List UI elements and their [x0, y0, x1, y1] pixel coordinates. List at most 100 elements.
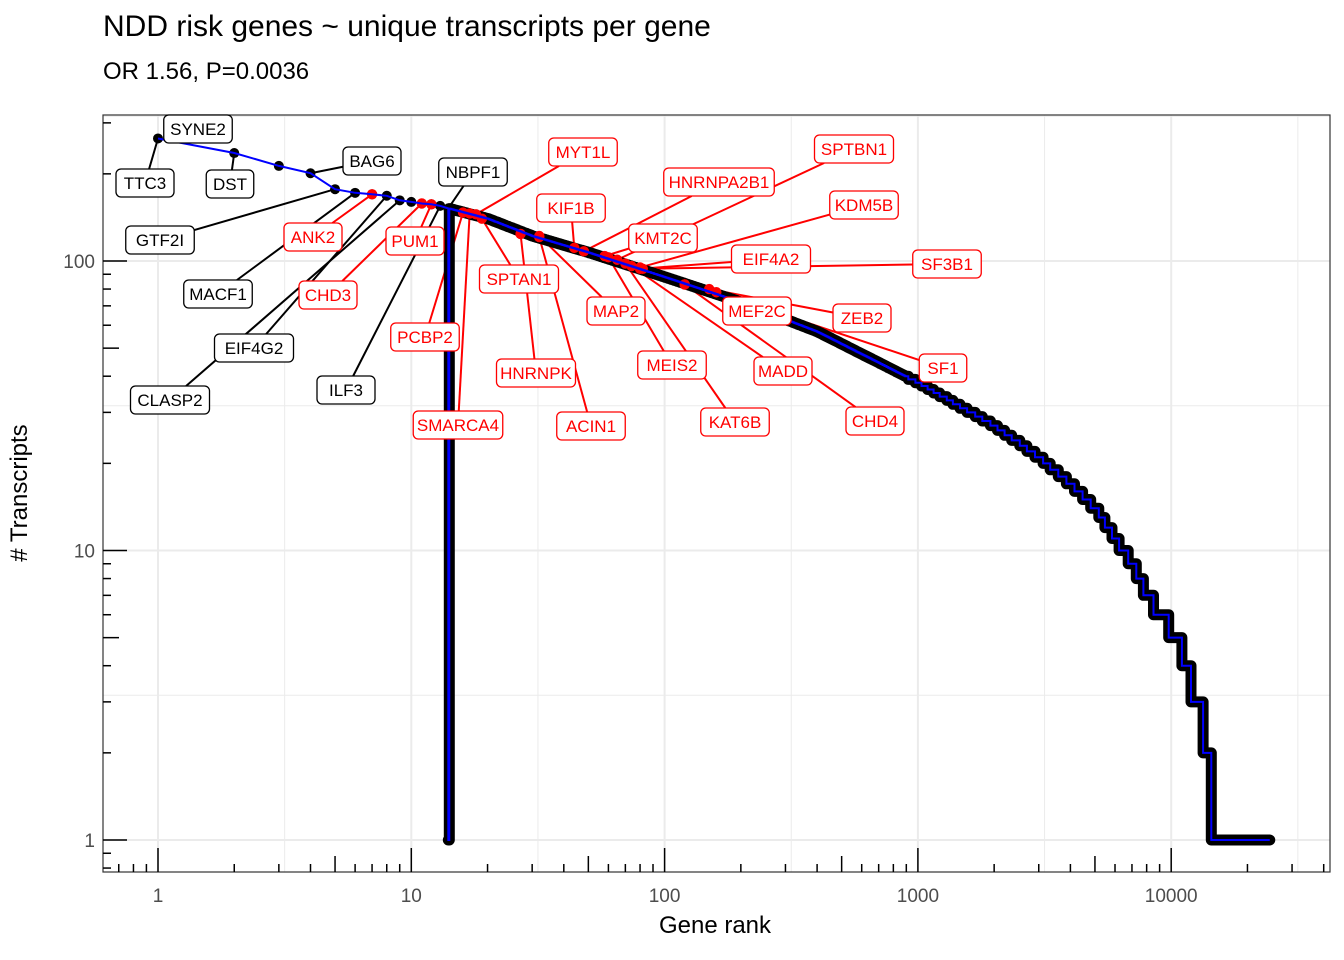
gene-label: MADD — [753, 356, 813, 386]
gene-label: MAP2 — [586, 296, 646, 326]
gene-label: DST — [205, 169, 255, 199]
leader-line — [475, 165, 560, 216]
gene-label-box — [722, 296, 792, 326]
gene-label: EIF4A2 — [730, 244, 812, 274]
gene-label-box — [478, 264, 560, 294]
gene-label-text: NBPF1 — [446, 163, 501, 182]
x-axis-label: Gene rank — [658, 912, 772, 939]
gene-label-box — [845, 406, 905, 436]
gene-label-box — [316, 375, 376, 405]
gene-label: GTF2I — [125, 225, 195, 255]
gene-label-text: MEF2C — [728, 302, 786, 321]
gene-label-text: HNRNPK — [500, 364, 572, 383]
gene-label-text: GTF2I — [136, 231, 184, 250]
gene-label-box — [663, 167, 775, 197]
gene-label-text: ACIN1 — [566, 417, 616, 436]
gene-label-text: ANK2 — [291, 228, 335, 247]
gene-label-text: BAG6 — [349, 152, 394, 171]
gene-label-box — [115, 168, 175, 198]
data-point — [153, 133, 163, 144]
gene-label-text: CHD3 — [305, 286, 351, 305]
gene-label-box — [829, 190, 899, 220]
gene-label-box — [205, 169, 255, 199]
gene-label: HNRNPK — [495, 358, 577, 388]
gene-label-box — [628, 223, 698, 253]
gene-label: SPTAN1 — [478, 264, 560, 294]
gene-label-box — [700, 407, 770, 437]
gene-label-text: KDM5B — [835, 196, 894, 215]
leader-line — [331, 193, 373, 224]
gene-label-text: MADD — [758, 362, 808, 381]
gene-label: KAT6B — [700, 407, 770, 437]
axes: 1 10 100 1000 10000 1 10 100 — [63, 114, 1331, 907]
gene-label-text: SPTAN1 — [487, 270, 552, 289]
gene-label-box — [912, 249, 982, 279]
leader-line — [341, 202, 423, 282]
leader-line — [457, 213, 471, 412]
leader-line — [310, 165, 344, 175]
x-tick-label: 100 — [649, 886, 681, 907]
gene-label-box — [183, 279, 253, 309]
gene-label-text: MAP2 — [593, 302, 639, 321]
gene-label-text: KAT6B — [709, 413, 762, 432]
gene-label-text: CLASP2 — [137, 391, 202, 410]
gene-label-box — [556, 411, 626, 441]
gene-label: SPTBN1 — [813, 134, 895, 164]
gene-label-text: KMT2C — [634, 229, 692, 248]
gene-label-text: ILF3 — [329, 381, 363, 400]
gene-label-box — [412, 410, 504, 440]
gene-label-box — [385, 226, 445, 256]
gene-label: SF3B1 — [912, 249, 982, 279]
x-tick-label: 1 — [153, 886, 164, 907]
gene-label-box — [342, 146, 402, 176]
gene-label: CLASP2 — [129, 385, 211, 415]
gene-label: BAG6 — [342, 146, 402, 176]
gene-label: SYNE2 — [163, 114, 233, 144]
gene-label-box — [832, 303, 892, 333]
gene-label-box — [438, 157, 508, 187]
gene-label-box — [213, 333, 295, 363]
gene-label-box — [918, 353, 968, 383]
gene-label: SMARCA4 — [412, 410, 504, 440]
gene-label: ILF3 — [316, 375, 376, 405]
leader-line — [519, 233, 536, 360]
gene-label-box — [495, 358, 577, 388]
gene-label-text: EIF4A2 — [743, 250, 800, 269]
gene-label-text: TTC3 — [124, 174, 167, 193]
leader-line — [684, 283, 857, 408]
leader-line — [193, 188, 336, 232]
gene-label: KDM5B — [829, 190, 899, 220]
gene-label-text: SF1 — [927, 359, 958, 378]
gene-label: PUM1 — [385, 226, 445, 256]
x-tick-label: 10 — [401, 886, 422, 907]
gene-label: MEF2C — [722, 296, 792, 326]
gene-label: KMT2C — [628, 223, 698, 253]
gene-label: ANK2 — [283, 222, 343, 252]
gene-label: MEIS2 — [637, 350, 707, 380]
gene-label-text: CHD4 — [852, 412, 898, 431]
chart-title: NDD risk genes ~ unique transcripts per … — [103, 10, 711, 43]
gene-label-text: SMARCA4 — [417, 416, 499, 435]
gene-label: SF1 — [918, 353, 968, 383]
gene-label-box — [548, 137, 618, 167]
gene-label: ACIN1 — [556, 411, 626, 441]
gene-label-text: SF3B1 — [921, 255, 973, 274]
gene-label-text: PUM1 — [391, 232, 438, 251]
y-tick-label: 1 — [84, 831, 95, 852]
gene-label-box — [129, 385, 211, 415]
gene-label-text: EIF4G2 — [225, 339, 284, 358]
leader-line — [639, 213, 831, 269]
gene-label: TTC3 — [115, 168, 175, 198]
y-tick-label: 100 — [63, 252, 95, 273]
gene-label: CHD3 — [298, 280, 358, 310]
leader-line — [148, 138, 159, 170]
gene-label-text: ZEB2 — [841, 309, 884, 328]
gene-label-text: DST — [213, 175, 247, 194]
gene-labels: TTC3 SYNE2 DST BAG6 GTF2I MACF1 ANK2 EIF4G2 CLAS… — [115, 114, 982, 441]
gene-label: CHD4 — [845, 406, 905, 436]
gene-label-text: MACF1 — [189, 285, 247, 304]
gene-label-box — [813, 134, 895, 164]
gene-label: MYT1L — [548, 137, 618, 167]
y-tick-label: 10 — [74, 542, 95, 563]
